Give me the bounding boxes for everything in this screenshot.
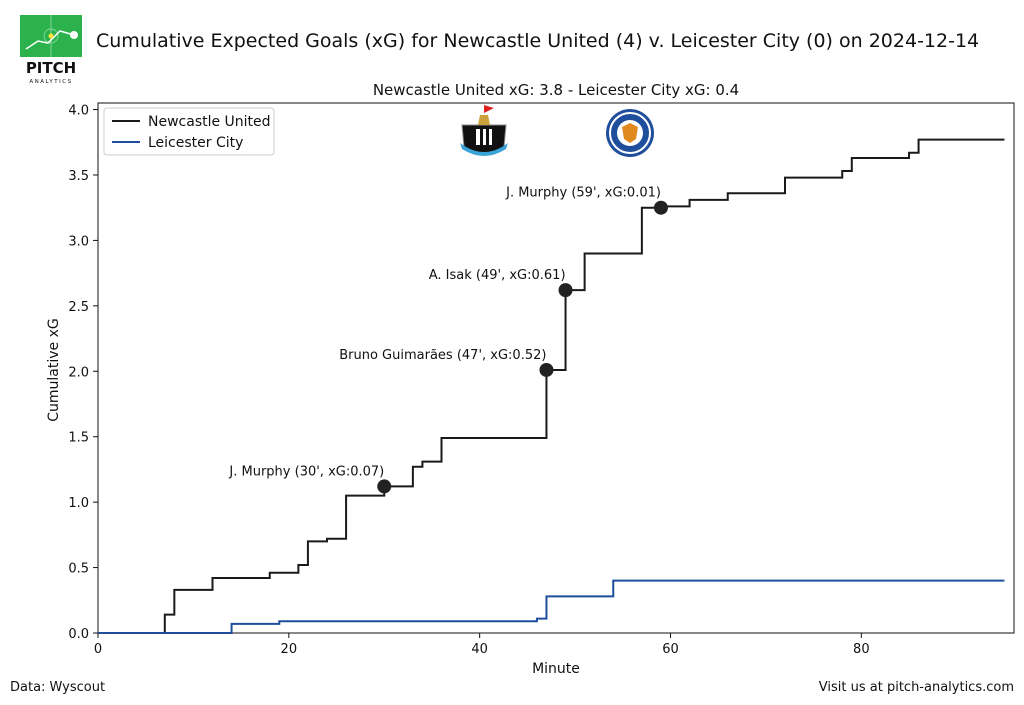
axes: 0 20 40 60 80 0.0 0.5 1.0 1.5 2.0 2.5 3.0 3.5 4.0	[68, 102, 1015, 657]
y-tick-label: 0.5	[68, 562, 89, 577]
y-tick-label: 3.0	[68, 234, 89, 249]
x-axis-label: Minute	[532, 661, 580, 677]
goal-marker	[653, 200, 668, 215]
leicester-crest-icon	[606, 109, 654, 157]
goal-marker	[377, 479, 392, 494]
data-source: Data: Wyscout	[10, 680, 106, 695]
page-title: Cumulative Expected Goals (xG) for Newca…	[96, 30, 980, 52]
y-tick-label: 2.0	[68, 365, 89, 380]
logo-subtext: ANALYTICS	[29, 79, 72, 85]
legend-box	[103, 107, 275, 156]
logo-text: PITCH	[26, 59, 76, 77]
logo-ball-icon	[70, 31, 78, 39]
logo-trend-line	[25, 30, 75, 50]
series-line-leicester	[98, 579, 1005, 634]
pitch-analytics-logo: PITCH ANALYTICS	[18, 15, 84, 87]
x-tick-label: 20	[281, 642, 298, 657]
goal-label: A. Isak (49', xG:0.61)	[429, 268, 566, 283]
series-line-newcastle	[98, 138, 1005, 634]
x-tick-label: 40	[471, 642, 488, 657]
newcastle-crest-icon	[460, 105, 508, 156]
goal-label: J. Murphy (59', xG:0.01)	[505, 186, 661, 201]
x-tick-label: 60	[662, 642, 679, 657]
goals-layer: J. Murphy (30', xG:0.07) Bruno Guimarães …	[228, 186, 668, 494]
plot-frame	[97, 102, 1015, 634]
y-tick-label: 1.5	[68, 431, 89, 446]
x-tick-label: 0	[94, 642, 102, 657]
goal-marker	[539, 362, 554, 377]
y-axis-label: Cumulative xG	[46, 318, 62, 422]
team-crests	[460, 105, 654, 157]
y-tick-label: 2.5	[68, 300, 89, 315]
y-tick-label: 3.5	[68, 169, 89, 184]
goal-label: J. Murphy (30', xG:0.07)	[228, 464, 384, 479]
goal-marker	[558, 283, 573, 298]
x-tick-label: 80	[853, 642, 870, 657]
chart-title: Newcastle United xG: 3.8 - Leicester Cit…	[373, 81, 739, 99]
legend-label-leicester: Leicester City	[148, 135, 243, 151]
legend: Newcastle United Leicester City	[103, 107, 275, 156]
legend-label-newcastle: Newcastle United	[148, 114, 271, 130]
pitch-logo-icon: PITCH ANALYTICS	[20, 15, 82, 85]
y-tick-label: 1.0	[68, 496, 89, 511]
y-tick-label: 0.0	[68, 627, 89, 642]
logo-dot	[48, 33, 54, 39]
y-tick-label: 4.0	[68, 104, 89, 119]
goal-label: Bruno Guimarães (47', xG:0.52)	[339, 348, 546, 363]
website-link[interactable]: Visit us at pitch-analytics.com	[818, 680, 1014, 695]
series-layer	[98, 138, 1005, 634]
logo-center-circle	[43, 28, 59, 44]
